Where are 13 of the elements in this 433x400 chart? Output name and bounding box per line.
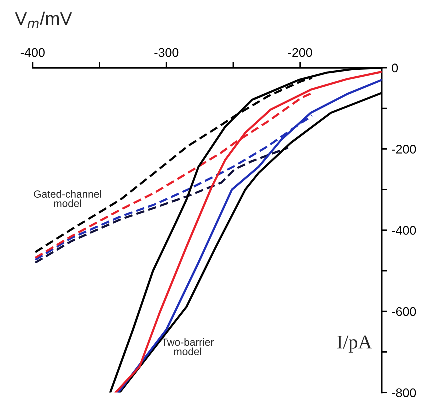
x-tick-label: -400 [20, 48, 45, 58]
annotation: Two-barrier model [162, 338, 214, 356]
x-tick-label: -300 [154, 48, 179, 58]
x-tick-label: -200 [288, 48, 312, 58]
y-tick-label: -400 [392, 226, 416, 236]
y-tick-label: -800 [392, 388, 416, 398]
y-tick-label: 0 [392, 64, 398, 73]
line-series [34, 146, 290, 264]
x-axis-title: V$_{m}$/mV [15, 12, 72, 28]
y-axis-title: I/pA [337, 336, 372, 353]
y-tick-label: -600 [392, 307, 416, 316]
y-tick-label: -200 [392, 145, 416, 154]
annotation: Gated-channel model [34, 190, 102, 208]
